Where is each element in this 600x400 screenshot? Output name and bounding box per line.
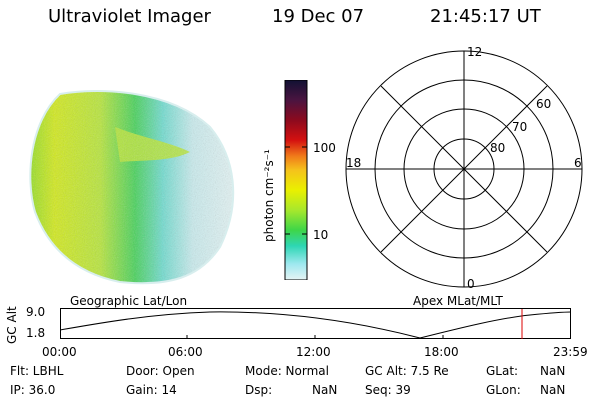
colorbar-tick-10: 10 [313, 228, 329, 242]
info-seq: Seq: 39 [365, 383, 411, 397]
xtick-0000: 00:00 [42, 345, 77, 359]
altitude-plot [60, 308, 572, 339]
info-mode: Mode: Normal [245, 364, 329, 378]
xtick-1800: 18:00 [424, 345, 459, 359]
xtick-1200: 12:00 [296, 345, 331, 359]
geographic-label: Geographic Lat/Lon [70, 294, 188, 308]
info-glat-label: GLat: [486, 364, 519, 378]
info-door: Door: Open [126, 364, 195, 378]
mlt-label-12: 12 [467, 45, 483, 59]
mlt-label-18: 18 [346, 156, 362, 170]
info-glon-value: NaN [540, 383, 566, 397]
altitude-ytick-9: 9.0 [26, 305, 46, 319]
info-gain: Gain: 14 [126, 383, 177, 397]
lat-label-70: 70 [512, 120, 528, 134]
date-label: 19 Dec 07 [272, 6, 365, 27]
time-label: 21:45:17 UT [430, 6, 541, 27]
auroral-image [29, 90, 235, 285]
altitude-ytick-1-8: 1.8 [26, 326, 46, 340]
colorbar-unit-label: photon cm⁻²s⁻¹ [262, 149, 276, 242]
xtick-2359: 23:59 [553, 345, 588, 359]
info-gcalt: GC Alt: 7.5 Re [365, 364, 449, 378]
mlt-label-0: 0 [467, 277, 475, 291]
apex-label: Apex MLat/MLT [413, 294, 503, 308]
info-flt: Flt: LBHL [10, 364, 64, 378]
info-glon-label: GLon: [486, 383, 521, 397]
info-dsp-label: Dsp: [245, 383, 273, 397]
xtick-0600: 06:00 [168, 345, 203, 359]
polar-mlat-mlt-grid [345, 50, 583, 288]
altitude-ylabel: GC Alt [5, 306, 19, 344]
info-ip: IP: 36.0 [10, 383, 56, 397]
colorbar-tick-100: 100 [313, 141, 336, 155]
mlt-label-6: 6 [574, 156, 582, 170]
colorbar [284, 80, 308, 280]
info-dsp-value: NaN [312, 383, 338, 397]
lat-label-80: 80 [490, 141, 506, 155]
instrument-title: Ultraviolet Imager [48, 6, 211, 27]
lat-label-60: 60 [536, 97, 552, 111]
info-glat-value: NaN [540, 364, 566, 378]
